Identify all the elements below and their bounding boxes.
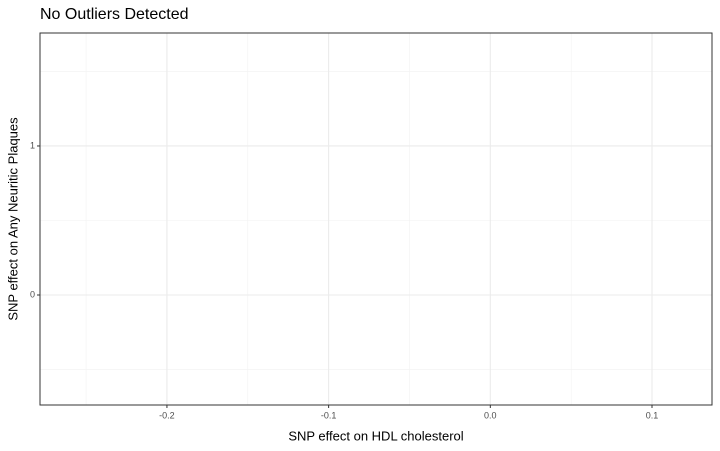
- x-tick-label: 0.0: [484, 410, 497, 420]
- x-tick-label: -0.2: [159, 410, 175, 420]
- x-axis-label: SNP effect on HDL cholesterol: [288, 428, 463, 443]
- x-tick-label: -0.1: [321, 410, 337, 420]
- y-axis-label: SNP effect on Any Neuritic Plaques: [5, 117, 20, 321]
- panel-border: [39, 32, 713, 406]
- chart-title: No Outliers Detected: [40, 6, 189, 23]
- y-tick-label: 0: [30, 289, 35, 299]
- y-tick-label: 1: [30, 140, 35, 150]
- x-tick-label: 0.1: [646, 410, 659, 420]
